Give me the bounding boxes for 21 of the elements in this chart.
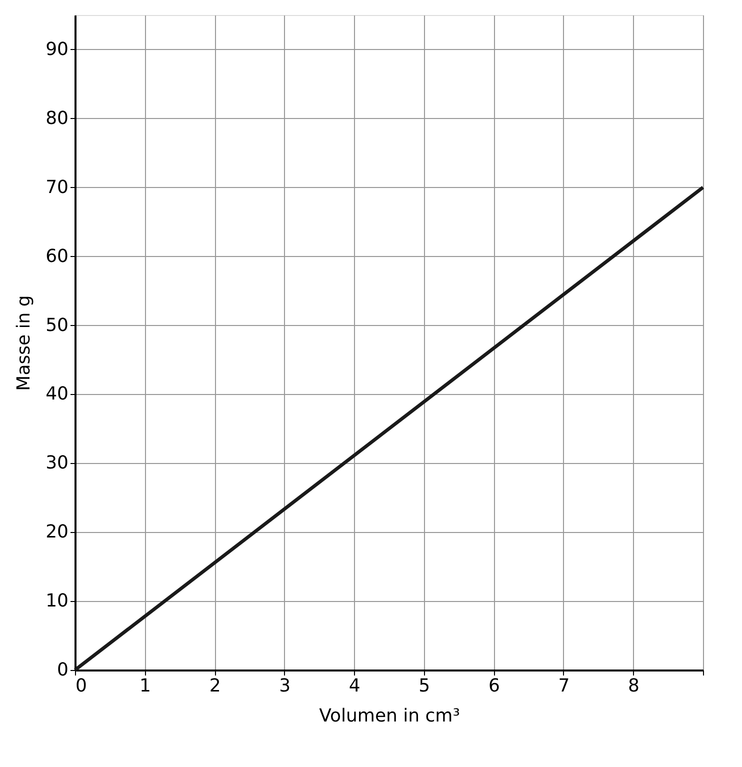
y-axis-title: Masse in g [14,295,35,391]
y-tick-label: 30 [46,452,68,474]
x-tick-label: 4 [348,676,360,696]
y-tick-label: 90 [46,38,68,60]
x-tick-label: 5 [418,676,430,696]
y-tick-label: 40 [46,384,68,405]
x-tick-label: 0 [76,676,87,696]
x-tick-label: 8 [628,676,640,696]
x-tick-label: 1 [140,676,152,696]
y-tick-label: 0 [57,660,68,680]
x-tick-label: 6 [488,676,500,696]
x-tick-label: 3 [279,676,291,696]
x-tick-label: 7 [558,676,570,696]
y-tick-label: 50 [46,314,68,336]
x-tick-label: 2 [209,676,221,696]
y-tick-label: 70 [46,176,68,198]
y-tick-label: 80 [46,108,68,129]
x-axis-title: Volumen in cm³ [319,706,460,726]
y-tick-label: 20 [46,522,68,543]
y-tick-label: 60 [46,246,68,267]
y-tick-label: 10 [46,590,68,612]
